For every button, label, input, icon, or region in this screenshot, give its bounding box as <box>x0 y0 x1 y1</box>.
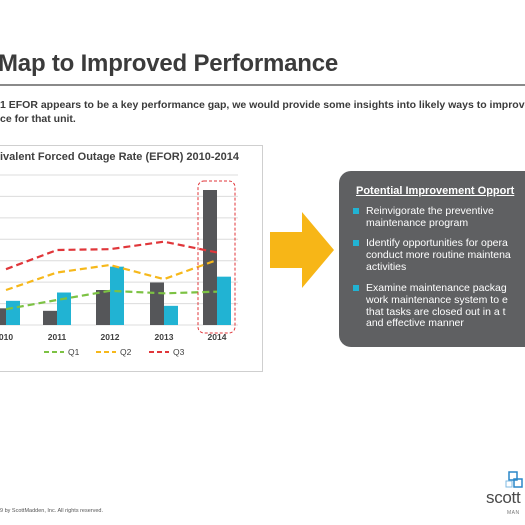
x-tick-label: 010 <box>0 332 13 342</box>
legend-label-Q1: Q1 <box>68 347 80 357</box>
bullet-marker-icon <box>353 208 359 214</box>
logo-square-1 <box>508 471 518 481</box>
x-tick-label: 2011 <box>48 332 67 342</box>
bullet-text-line: Identify opportunities for opera <box>366 237 508 249</box>
bullet-text-line: activities <box>366 260 407 273</box>
line-Q3 <box>5 240 218 271</box>
intro-line-1: 1 EFOR appears to be a key performance g… <box>0 99 525 111</box>
improvement-panel <box>339 171 525 347</box>
intro-text: 1 EFOR appears to be a key performance g… <box>0 98 525 126</box>
bar-series-2-2 <box>110 266 124 325</box>
line-Q1 <box>5 289 218 311</box>
chart-title: ivalent Forced Outage Rate (EFOR) 2010-2… <box>0 151 240 163</box>
bar-series-1-0 <box>0 308 6 325</box>
arrow-right-icon <box>270 212 334 288</box>
title-divider <box>0 84 525 86</box>
bullet-text-line: and effective manner <box>366 317 464 330</box>
copyright-footer: 9 by ScottMadden, Inc. All rights reserv… <box>0 508 104 514</box>
bullet-marker-icon <box>353 240 359 246</box>
bar-series-1-1 <box>43 310 57 325</box>
bullet-text-line: conduct more routine maintena <box>366 248 511 261</box>
x-tick-label: 2014 <box>208 332 227 342</box>
intro-line-2: ce for that unit. <box>0 113 76 125</box>
highlight-box-2014 <box>197 180 236 334</box>
bullet-text-line: maintenance program <box>366 216 469 229</box>
bar-series-2-3 <box>164 305 178 325</box>
bullet-marker-icon <box>353 285 359 291</box>
logo-square-2 <box>513 478 523 488</box>
bar-series-2-0 <box>6 300 20 325</box>
x-tick-label: 2012 <box>101 332 120 342</box>
chart-frame <box>0 145 263 372</box>
legend-label-Q2: Q2 <box>120 347 132 357</box>
bar-series-2-1 <box>57 292 71 325</box>
improvement-panel-title: Potential Improvement Opport <box>356 185 515 197</box>
bullet-text-line: Examine maintenance packag <box>366 282 507 294</box>
page-title: Map to Improved Performance <box>0 50 339 77</box>
logo-square-3 <box>505 480 513 488</box>
bar-series-1-4 <box>203 190 217 325</box>
bullet-text-line: Reinvigorate the preventive <box>366 205 494 217</box>
legend-label-Q3: Q3 <box>173 347 185 357</box>
bar-series-1-2 <box>96 290 110 325</box>
bullet-text-line: that tasks are closed out in a t <box>366 305 506 318</box>
logo-subtext: MAN <box>507 510 520 516</box>
scottmadden-logo-icon <box>505 471 523 488</box>
bullet-text-line: work maintenance system to e <box>366 293 508 306</box>
x-tick-label: 2013 <box>155 332 174 342</box>
arrow-shape <box>270 212 334 288</box>
bar-series-2-4 <box>217 276 231 325</box>
efor-chart: 010 2011 2012 2013 2014 Q1 Q2 Q3 <box>0 174 238 357</box>
bar-series-1-3 <box>150 282 164 325</box>
line-Q2 <box>5 258 218 292</box>
logo-wordmark: scott <box>486 488 521 507</box>
